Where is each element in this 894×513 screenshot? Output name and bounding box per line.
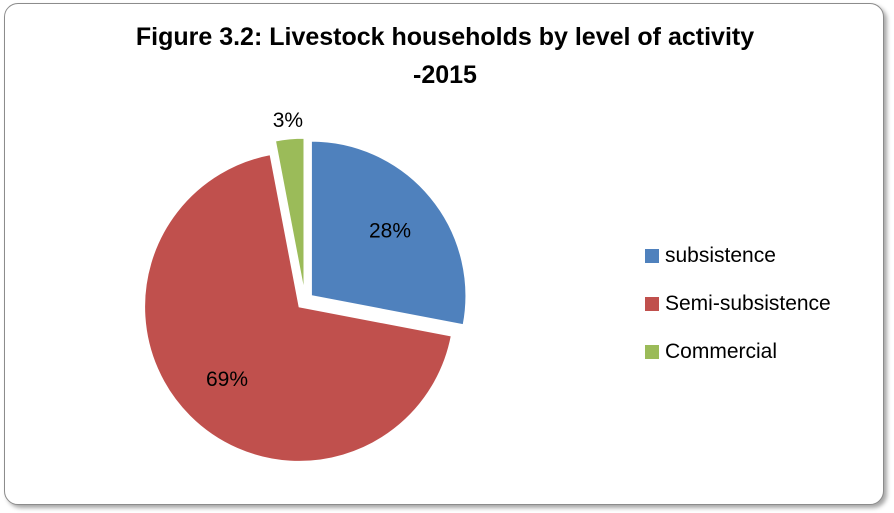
legend-item-semi-subsistence: Semi-subsistence [645,292,831,316]
slice-subsistence [310,140,467,326]
chart-title-line-2: -2015 [413,61,477,89]
legend-swatch-subsistence [645,249,659,263]
chart-title-line-1: Figure 3.2: Livestock households by leve… [135,23,755,51]
legend-label-semi-subsistence: Semi-subsistence [665,292,831,315]
slice-semi-subsistence [143,153,453,463]
data-label-semi-subsistence: 69% [206,368,248,391]
slice-commercial [274,137,305,294]
chart-legend: subsistence Semi-subsistence Commercial [645,244,831,388]
legend-item-subsistence: subsistence [645,244,831,268]
chart-frame: Figure 3.2: Livestock households by leve… [4,3,884,505]
legend-label-subsistence: subsistence [665,244,776,267]
data-label-subsistence: 28% [369,220,411,243]
data-label-commercial: 3% [273,109,303,132]
legend-label-commercial: Commercial [665,340,778,363]
legend-swatch-semi-subsistence [645,297,659,311]
pie-chart: 28% 69% 3% [143,109,467,463]
legend-item-commercial: Commercial [645,340,831,364]
chart-title: Figure 3.2: Livestock households by leve… [5,18,885,94]
legend-swatch-commercial [645,345,659,359]
